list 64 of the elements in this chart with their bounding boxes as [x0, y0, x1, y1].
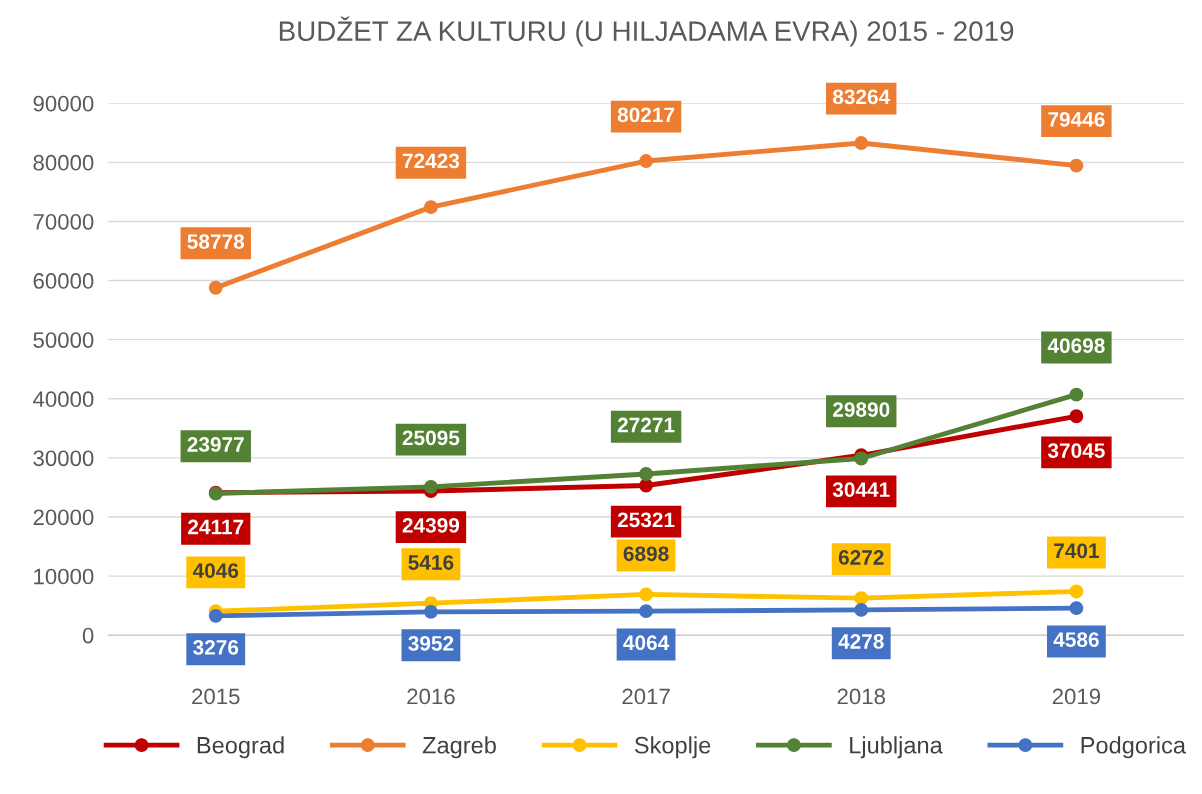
x-tick-label: 2017: [622, 688, 670, 705]
y-tick-label: 10000: [34, 568, 94, 585]
y-tick-label: 70000: [33, 213, 94, 230]
data-label: 4278: [838, 634, 884, 649]
chart-title: BUDŽET ZA KULTURU (U HILJADAMA EVRA) 2015 - 2019: [279, 16, 1014, 47]
data-label: 79446: [1048, 112, 1105, 127]
data-label: 5416: [408, 555, 454, 570]
point: [1069, 409, 1084, 424]
point: [854, 136, 869, 150]
data-label: 4046: [192, 563, 239, 578]
y-tick-label: 80000: [33, 154, 94, 171]
point: [854, 602, 869, 617]
legend-label: Podgorica: [1081, 736, 1186, 759]
data-label: 4064: [623, 635, 670, 651]
data-label: 24399: [402, 517, 460, 533]
data-label: 58778: [187, 234, 245, 249]
data-label: 24117: [188, 519, 244, 535]
legend-label: Skoplje: [634, 736, 711, 759]
data-label: 25095: [402, 430, 460, 446]
data-label: 3276: [193, 640, 239, 655]
y-tick-label: 90000: [33, 95, 94, 112]
point: [1069, 601, 1084, 616]
x-tick-label: 2015: [192, 688, 240, 705]
point: [423, 200, 438, 215]
y-tick-label: 40000: [33, 391, 94, 408]
point: [1069, 584, 1084, 599]
x-tick-label: 2018: [837, 688, 885, 705]
point: [208, 608, 223, 623]
point: [639, 154, 654, 168]
data-label: 27271: [617, 417, 675, 433]
point: [423, 604, 438, 619]
data-label: 4586: [1053, 632, 1099, 648]
y-tick-label: 50000: [33, 332, 94, 348]
data-label: 23977: [187, 437, 244, 452]
data-label: 30441: [832, 482, 890, 497]
point: [1069, 158, 1084, 173]
y-tick-label: 30000: [33, 450, 94, 467]
point: [1069, 387, 1084, 402]
point: [639, 467, 654, 481]
y-tick-label: 0: [82, 627, 94, 644]
y-tick-label: 60000: [33, 273, 94, 289]
point: [208, 280, 223, 295]
y-tick-label: 20000: [33, 509, 94, 526]
data-label: 6898: [623, 546, 669, 562]
data-label: 29890: [832, 402, 890, 417]
legend-label: Zagreb: [422, 736, 496, 759]
x-tick-label: 2016: [407, 688, 455, 705]
data-label: 7401: [1054, 543, 1099, 559]
data-label: 6272: [838, 550, 884, 565]
data-label: 25321: [617, 512, 675, 528]
legend-label: Ljubljana: [850, 736, 943, 759]
legend-label: Beograd: [197, 736, 284, 759]
point: [854, 591, 869, 606]
x-tick-label: 2019: [1052, 688, 1101, 705]
point: [423, 479, 438, 494]
point: [639, 587, 654, 602]
point: [639, 604, 654, 619]
point: [639, 478, 654, 493]
data-label: 37045: [1047, 443, 1105, 458]
data-label: 72423: [402, 153, 460, 169]
data-label: 40698: [1047, 338, 1105, 354]
data-label: 83264: [832, 89, 891, 105]
data-label: 3952: [408, 636, 454, 651]
data-label: 80217: [617, 107, 675, 123]
